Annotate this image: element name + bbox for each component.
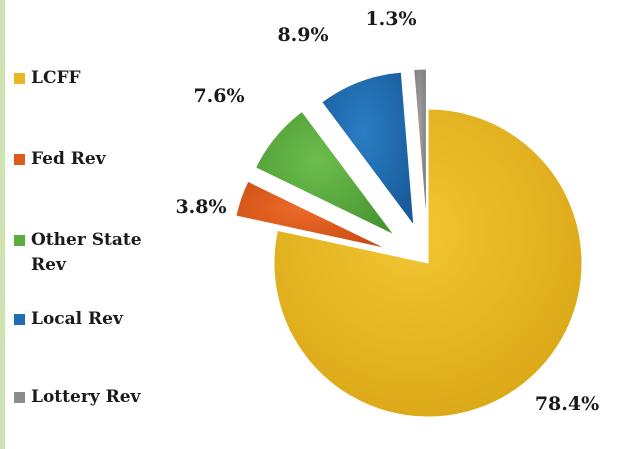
- legend-swatch-local-rev: [14, 314, 25, 325]
- legend-label-local-rev: Local Rev: [31, 309, 123, 329]
- legend-item-lcff: LCFF: [14, 66, 171, 91]
- legend-swatch-lcff: [14, 73, 25, 84]
- pie-slice-fed-rev: [235, 180, 387, 250]
- pie-slice-local-rev: [321, 71, 415, 228]
- pie-slice-lcff: [273, 108, 583, 418]
- legend-label-other-state-rev: Other State Rev: [31, 230, 142, 275]
- pie-slice-lottery-rev: [413, 68, 427, 224]
- data-label-other-state-rev: 7.6%: [193, 85, 244, 107]
- legend-item-local-rev: Local Rev: [14, 307, 171, 332]
- legend-swatch-lottery-rev: [14, 392, 25, 403]
- data-label-lcff: 78.4%: [535, 393, 599, 415]
- data-label-local-rev: 8.9%: [277, 24, 328, 46]
- left-border: [0, 0, 5, 449]
- data-label-lottery-rev: 1.3%: [365, 8, 416, 30]
- legend-label-lottery-rev: Lottery Rev: [31, 387, 141, 407]
- legend-label-fed-rev: Fed Rev: [31, 149, 106, 169]
- legend-item-fed-rev: Fed Rev: [14, 147, 171, 172]
- legend-label-lcff: LCFF: [31, 68, 81, 88]
- legend-swatch-other-state-rev: [14, 235, 25, 246]
- pie-slice-other-state-rev: [254, 110, 395, 236]
- legend-swatch-fed-rev: [14, 154, 25, 165]
- legend-item-lottery-rev: Lottery Rev: [14, 385, 171, 410]
- legend: LCFF Fed Rev Other State Rev Local Rev Lotte…: [14, 0, 184, 449]
- data-label-fed-rev: 3.8%: [175, 196, 226, 218]
- legend-item-other-state-rev: Other State Rev: [14, 228, 171, 278]
